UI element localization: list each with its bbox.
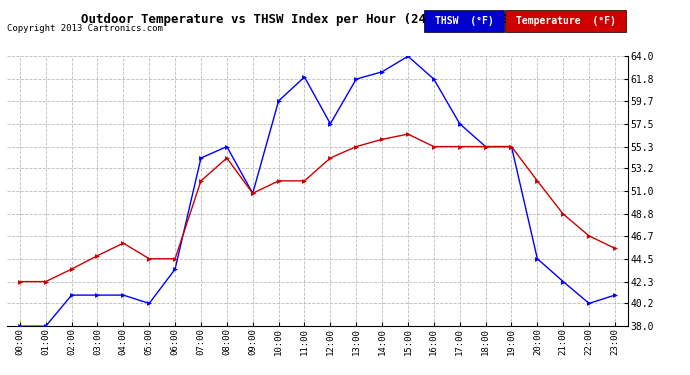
Text: Copyright 2013 Cartronics.com: Copyright 2013 Cartronics.com [7, 24, 163, 33]
Text: Temperature  (°F): Temperature (°F) [515, 16, 615, 26]
Text: Outdoor Temperature vs THSW Index per Hour (24 Hours)  20130525: Outdoor Temperature vs THSW Index per Ho… [81, 13, 553, 26]
Text: THSW  (°F): THSW (°F) [435, 16, 493, 26]
